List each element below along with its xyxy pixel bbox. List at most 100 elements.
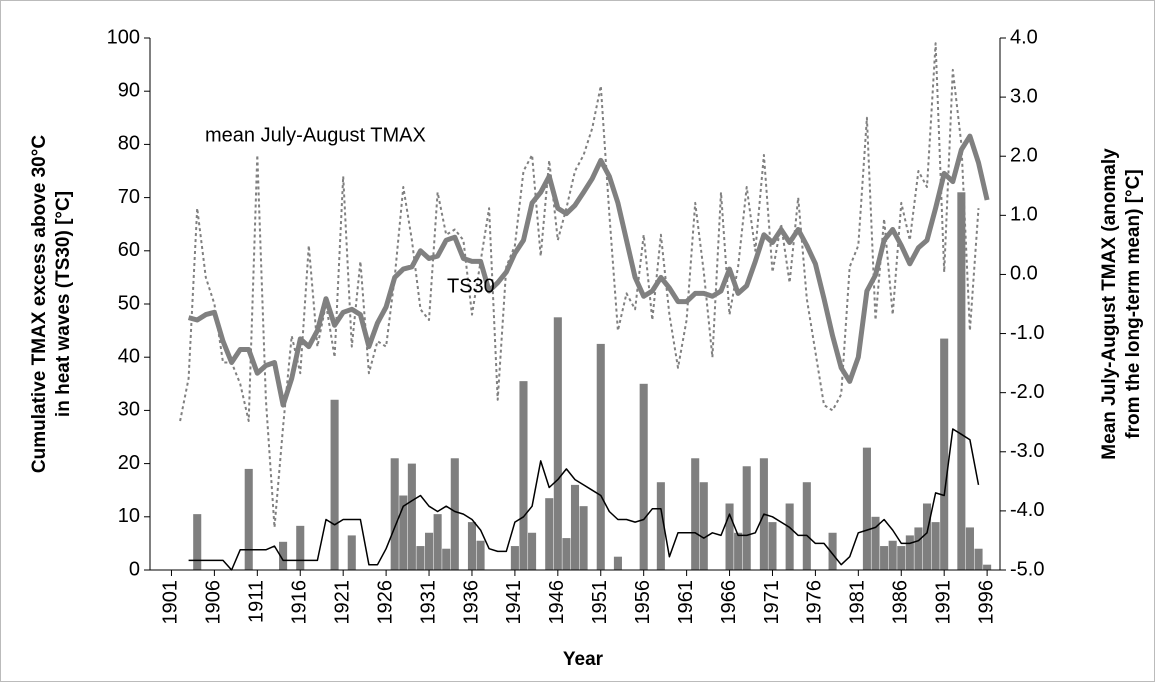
y2-tick-label: -4.0 [1010,499,1044,521]
bar [905,535,914,570]
y-tick-label: 50 [118,292,140,314]
bar [476,540,485,570]
y2-tick-label: 1.0 [1010,204,1038,226]
y-tick-label: 100 [107,26,140,48]
bar [279,541,288,570]
bar [965,527,974,570]
y-tick-label: 20 [118,452,140,474]
x-tick-label: 1946 [546,580,568,625]
x-tick-label: 1981 [847,580,869,625]
bar [347,535,356,570]
bar [742,466,751,570]
bar [880,546,889,570]
thick-line [187,133,990,408]
bar [596,343,605,570]
y2-tick-label: 4.0 [1010,26,1038,48]
y-tick-label: 40 [118,345,140,367]
y-axis-title: Cumulative TMAX excess above 30°C [29,135,50,473]
x-tick-label: 1906 [203,580,225,625]
bar [425,532,434,570]
bar [871,516,880,570]
series-label: TS30 [447,275,495,297]
y2-tick-label: 2.0 [1010,145,1038,167]
x-tick-label: 1961 [675,580,697,625]
line-line [188,428,980,571]
y-tick-label: 30 [118,399,140,421]
bar [974,548,983,570]
bar [562,538,571,570]
x-tick-label: 1936 [460,580,482,625]
x-tick-label: 1951 [589,580,611,625]
bar [897,546,906,570]
bar [416,546,425,570]
bar [519,381,528,570]
bar [510,546,519,570]
x-tick-label: 1916 [289,580,311,625]
x-tick-label: 1986 [890,580,912,625]
bar [579,506,588,570]
bar [399,495,408,570]
x-tick-label: 1931 [417,580,439,625]
x-tick-label: 1926 [374,580,396,625]
y2-tick-label: -1.0 [1010,322,1044,344]
bar [613,556,622,570]
x-tick-label: 1921 [331,580,353,625]
bar [888,540,897,570]
bar [545,498,554,570]
bar [734,532,743,570]
y-tick-label: 80 [118,133,140,155]
series-label: mean July-August TMAX [205,124,426,146]
bar [244,468,253,570]
dotted-line [179,42,980,529]
y2-tick-label: 0.0 [1010,263,1038,285]
x-tick-label: 1901 [160,580,182,625]
bar [922,503,932,570]
x-tick-label: 1966 [718,580,740,625]
bar [296,525,305,570]
bar [957,192,966,570]
x-tick-label: 1911 [246,580,268,623]
bar [330,399,339,570]
bar [656,482,665,570]
bar [407,463,416,570]
x-axis-title: Year [563,649,604,670]
x-tick-label: 1956 [632,580,654,625]
bar [828,532,837,570]
x-tick-label: 1991 [932,580,954,625]
y2-tick-label: -5.0 [1010,558,1044,580]
bar [699,482,708,570]
x-tick-label: 1996 [975,580,997,625]
y-tick-label: 0 [129,558,140,580]
bar [931,522,940,570]
y2-tick-label: -3.0 [1010,440,1044,462]
bar [725,503,734,570]
bar [768,522,777,570]
y2-tick-label: 3.0 [1010,85,1038,107]
bar [862,447,871,570]
y2-tick-label: -2.0 [1010,381,1044,403]
y2-axis-title: from the long-term mean) [°C] [1123,169,1144,438]
bar [983,564,992,570]
bar [639,383,648,570]
bar [691,458,700,570]
bar [442,548,451,570]
y-axis-title: in heat waves (TS30) [°C] [53,191,74,417]
bar [528,532,537,570]
y2-axis-title: Mean July-August TMAX (anomaly [1099,148,1120,460]
y-tick-label: 70 [118,186,140,208]
x-tick-label: 1971 [761,580,783,625]
bar [785,503,794,570]
bar [553,317,562,570]
bar [940,338,949,570]
bar [467,522,477,570]
x-tick-label: 1976 [804,580,826,625]
bar [914,527,923,570]
y-tick-label: 90 [118,79,140,101]
bar [450,458,459,570]
bar [193,514,202,570]
y-tick-label: 10 [118,505,140,527]
bar [802,482,811,570]
x-tick-label: 1941 [503,580,525,625]
